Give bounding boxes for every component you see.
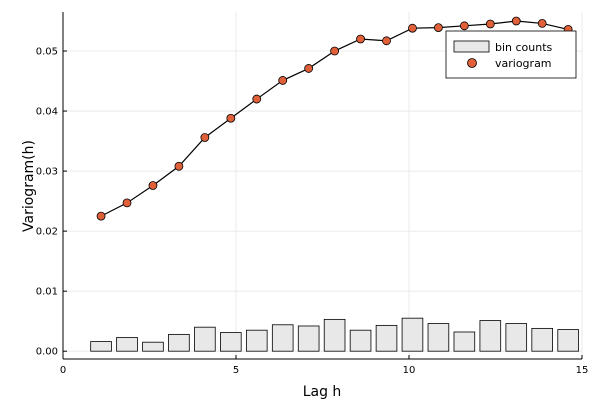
variogram-point — [382, 36, 391, 46]
x-tick-labels: 0 5 10 15 — [60, 365, 589, 376]
legend-bar-swatch — [453, 40, 490, 53]
bin-count-bar — [142, 341, 164, 352]
variogram-point — [96, 211, 106, 221]
variogram-point — [226, 113, 236, 123]
legend-box — [445, 30, 577, 79]
variogram-point — [485, 19, 495, 29]
legend-point-swatch — [467, 58, 477, 68]
bin-count-bar — [116, 336, 138, 352]
variogram-point — [304, 64, 314, 73]
x-tick-label: 5 — [233, 365, 239, 376]
legend-label-variogram: variogram — [495, 57, 552, 70]
bin-count-bar — [245, 329, 268, 352]
bin-count-bar — [271, 324, 294, 352]
variogram-point — [330, 46, 340, 56]
bin-count-bar — [427, 323, 450, 352]
y-tick-label: 0.03 — [36, 167, 58, 178]
variogram-point — [459, 21, 469, 31]
x-tick-label: 0 — [60, 365, 66, 376]
variogram-point — [148, 181, 158, 190]
bin-count-bars — [90, 317, 579, 352]
axes — [62, 12, 583, 360]
x-tick-label: 15 — [576, 365, 589, 376]
variogram-point — [356, 34, 365, 44]
x-axis-label: Lag h — [303, 384, 342, 400]
variogram-point — [434, 23, 443, 33]
variogram-point — [408, 23, 417, 33]
bin-count-bar — [557, 329, 579, 352]
y-tick-label: 0.04 — [36, 107, 58, 118]
variogram-point — [537, 19, 547, 28]
variogram-point — [278, 76, 288, 85]
bin-count-bar — [401, 317, 424, 352]
y-tick-label: 0.00 — [36, 347, 58, 358]
variogram-point — [511, 16, 521, 26]
bin-count-bar — [168, 333, 190, 352]
y-tick-label: 0.01 — [36, 287, 58, 298]
y-tick-label: 0.02 — [36, 227, 58, 238]
x-tick-label: 10 — [403, 365, 416, 376]
y-tick-labels: 0.00 0.01 0.02 0.03 0.04 0.05 — [36, 47, 58, 358]
bin-count-bar — [479, 320, 502, 352]
legend: bin counts variogram — [445, 30, 577, 79]
variogram-point — [200, 133, 210, 142]
y-axis-label: Variogram(h) — [21, 140, 37, 232]
bin-count-bar — [531, 327, 553, 352]
variogram-point — [174, 161, 184, 171]
variogram-point — [252, 94, 262, 104]
variogram-point — [122, 198, 132, 208]
bin-count-bar — [90, 341, 112, 352]
bin-count-bar — [220, 332, 242, 352]
bin-count-bar — [297, 325, 320, 352]
bin-count-bar — [453, 331, 476, 352]
bin-count-bar — [194, 326, 216, 352]
bin-count-bar — [349, 329, 372, 352]
legend-label-bin-counts: bin counts — [495, 41, 553, 54]
bin-count-bar — [505, 323, 528, 352]
bin-count-bar — [323, 318, 346, 352]
y-tick-label: 0.05 — [36, 47, 58, 58]
bin-count-bar — [375, 324, 398, 352]
